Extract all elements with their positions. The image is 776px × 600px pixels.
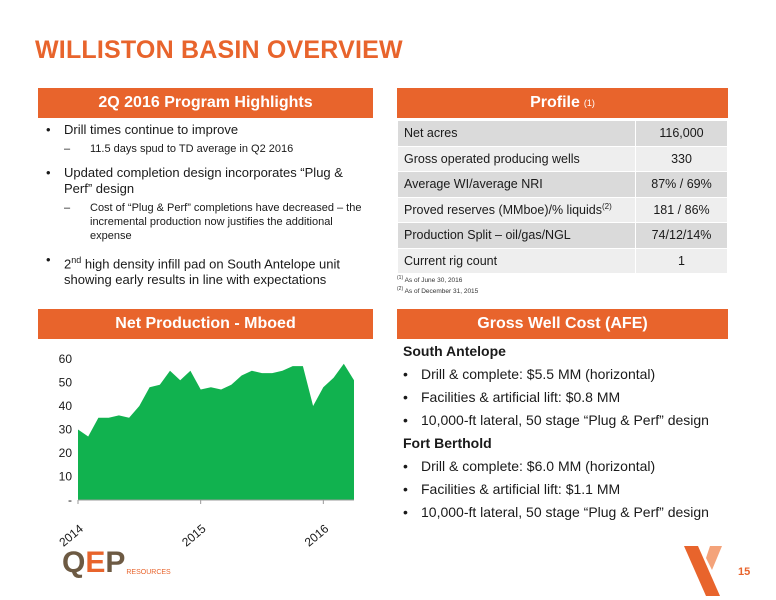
x-tick-label: 2015 bbox=[179, 521, 209, 549]
table-row: Production Split – oil/gas/NGL 74/12/14% bbox=[397, 222, 728, 249]
row-value: 1 bbox=[635, 247, 728, 274]
highlight-text: 2nd high density infill pad on South Ant… bbox=[64, 255, 340, 288]
bullet-icon: • bbox=[403, 458, 408, 474]
production-header: Net Production - Mboed bbox=[38, 309, 373, 339]
highlights-header: 2Q 2016 Program Highlights bbox=[38, 88, 373, 118]
footnote: (2) As of December 31, 2015 bbox=[397, 286, 479, 296]
footnote: (1) As of June 30, 2016 bbox=[397, 275, 463, 285]
highlight-subtext: Cost of “Plug & Perf” completions have d… bbox=[90, 202, 362, 242]
table-row: Current rig count 1 bbox=[397, 247, 728, 274]
dash-icon: – bbox=[64, 202, 71, 214]
wellcost-header: Gross Well Cost (AFE) bbox=[397, 309, 728, 339]
row-label: Gross operated producing wells bbox=[397, 145, 636, 172]
bullet-icon: • bbox=[403, 366, 408, 382]
bullet-icon: • bbox=[46, 252, 51, 267]
highlight-subitem: – Cost of “Plug & Perf” completions have… bbox=[64, 201, 366, 243]
row-value: 181 / 86% bbox=[635, 196, 728, 223]
list-item: • Facilities & artificial lift: $1.1 MM bbox=[403, 481, 621, 497]
wellcost-list: South Antelope • Drill & complete: $5.5 M… bbox=[403, 343, 763, 527]
y-tick-label: 60 bbox=[59, 352, 73, 366]
logo-resources: RESOURCES bbox=[126, 569, 171, 576]
x-tick-label: 2016 bbox=[302, 521, 332, 549]
page-title: WILLISTON BASIN OVERVIEW bbox=[35, 36, 403, 64]
row-value: 116,000 bbox=[635, 120, 728, 147]
list-item: • 10,000-ft lateral, 50 stage “Plug & Per… bbox=[403, 412, 709, 428]
profile-header: Profile (1) bbox=[397, 88, 728, 118]
y-tick-label: 30 bbox=[59, 423, 73, 437]
logo-letter-e: E bbox=[85, 546, 106, 579]
list-item: • 10,000-ft lateral, 50 stage “Plug & Per… bbox=[403, 504, 709, 520]
highlight-text: Updated completion design incorporates “… bbox=[64, 165, 343, 196]
list-item: • Drill & complete: $5.5 MM (horizontal) bbox=[403, 366, 656, 382]
y-tick-label: 10 bbox=[59, 470, 73, 484]
table-row: Average WI/average NRI 87% / 69% bbox=[397, 171, 728, 198]
row-label: Net acres bbox=[397, 120, 636, 147]
y-tick-label: 40 bbox=[59, 399, 73, 413]
highlight-subitem: – 11.5 days spud to TD average in Q2 201… bbox=[64, 142, 366, 156]
row-label: Average WI/average NRI bbox=[397, 171, 636, 198]
profile-table: Net acres 116,000 Gross operated producin… bbox=[397, 120, 728, 274]
footnotes: (1) As of June 30, 2016 (2) As of Decemb… bbox=[397, 274, 478, 296]
logo-letter-q: Q bbox=[62, 546, 86, 579]
table-row: Proved reserves (MMboe)/% liquids(2) 181 … bbox=[397, 196, 728, 223]
highlight-subtext: 11.5 days spud to TD average in Q2 2016 bbox=[90, 143, 294, 155]
bullet-icon: • bbox=[403, 504, 408, 520]
profile-header-text: Profile bbox=[530, 94, 580, 111]
table-row: Net acres 116,000 bbox=[397, 120, 728, 147]
table-row: Gross operated producing wells 330 bbox=[397, 145, 728, 172]
section-heading: South Antelope bbox=[403, 343, 506, 359]
highlights-list: • Drill times continue to improve – 11.5… bbox=[46, 122, 366, 292]
qep-logo: Q E P RESOURCES bbox=[62, 546, 171, 580]
chevron-icon bbox=[684, 546, 722, 596]
row-value: 74/12/14% bbox=[635, 222, 728, 249]
highlight-item: • 2nd high density infill pad on South A… bbox=[46, 252, 366, 288]
y-tick-label: - bbox=[68, 493, 72, 507]
wellcost-header-text: Gross Well Cost (AFE) bbox=[477, 315, 648, 332]
profile-header-note: (1) bbox=[583, 98, 595, 108]
highlights-header-text: 2Q 2016 Program Highlights bbox=[98, 94, 313, 111]
bullet-icon: • bbox=[403, 389, 408, 405]
bullet-icon: • bbox=[403, 481, 408, 497]
highlight-item: • Drill times continue to improve bbox=[46, 122, 366, 138]
row-value: 330 bbox=[635, 145, 728, 172]
y-tick-label: 50 bbox=[59, 376, 73, 390]
bullet-icon: • bbox=[46, 165, 51, 180]
highlight-item: • Updated completion design incorporates… bbox=[46, 165, 366, 197]
bullet-icon: • bbox=[46, 122, 51, 137]
row-label: Current rig count bbox=[397, 247, 636, 274]
series-area bbox=[78, 363, 354, 500]
dash-icon: – bbox=[64, 143, 71, 155]
production-header-text: Net Production - Mboed bbox=[115, 315, 296, 332]
logo-letter-p: P bbox=[105, 546, 126, 579]
list-item: • Drill & complete: $6.0 MM (horizontal) bbox=[403, 458, 656, 474]
section-heading: Fort Berthold bbox=[403, 435, 492, 451]
row-label: Production Split – oil/gas/NGL bbox=[397, 222, 636, 249]
list-item: • Facilities & artificial lift: $0.8 MM bbox=[403, 389, 621, 405]
row-value: 87% / 69% bbox=[635, 171, 728, 198]
highlight-text: Drill times continue to improve bbox=[64, 122, 239, 137]
y-tick-label: 20 bbox=[59, 446, 73, 460]
row-label: Proved reserves (MMboe)/% liquids(2) bbox=[397, 196, 636, 223]
bullet-icon: • bbox=[403, 412, 408, 428]
page-number: 15 bbox=[738, 566, 751, 578]
